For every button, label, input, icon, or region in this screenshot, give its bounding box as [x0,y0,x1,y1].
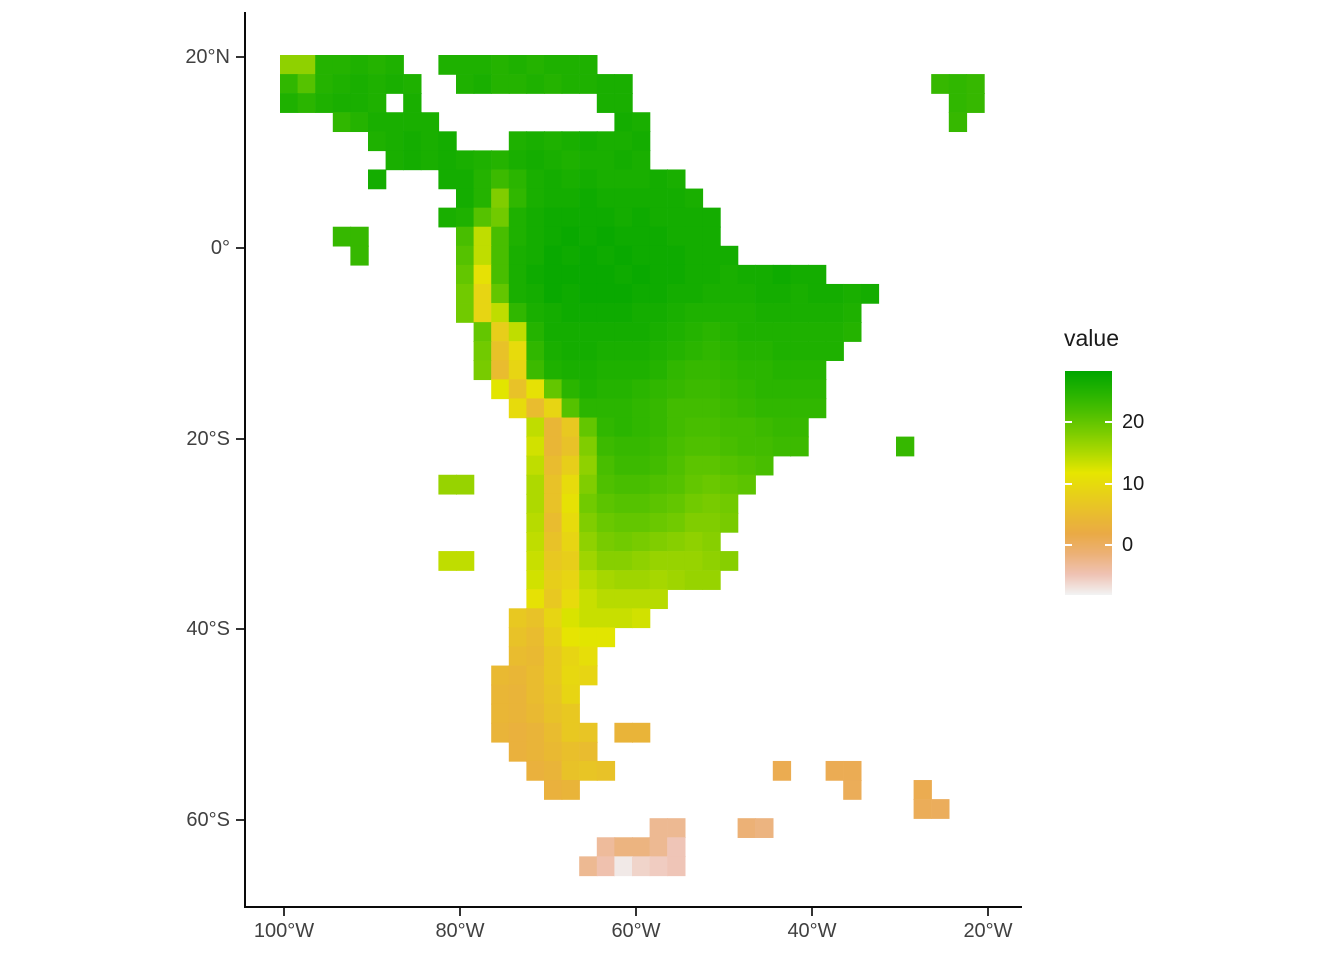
legend-tick-label: 20 [1122,411,1145,434]
x-tick-label: 80°W [435,920,485,942]
legend-tick-label: 10 [1122,472,1145,495]
legend-tick-left [1065,421,1072,424]
y-axis-line [244,12,246,908]
x-tick-mark [283,908,285,916]
y-tick-mark [236,628,244,631]
x-axis-line [244,906,1022,908]
x-tick-mark [811,908,813,916]
y-tick-label: 20°S [186,427,230,450]
legend-title: value [1064,325,1119,351]
y-tick-label: 0° [210,236,230,259]
legend-tick-left [1065,482,1072,485]
y-tick-label: 20°N [185,46,230,68]
x-tick-label: 40°W [787,920,837,942]
y-tick-mark [236,437,244,440]
legend-tick-left [1065,544,1072,547]
legend-tick-label: 0 [1122,534,1134,557]
x-tick-label: 20°W [963,920,1013,942]
legend-tick-right [1105,421,1112,424]
legend-colorbar [1065,371,1112,595]
x-tick-mark [459,908,461,916]
x-tick-mark [987,908,989,916]
y-tick-label: 40°S [186,618,230,641]
y-tick-label: 60°S [186,809,230,832]
x-tick-label: 60°W [611,920,661,942]
y-tick-mark [236,819,244,822]
y-tick-mark [236,56,244,58]
y-tick-mark [236,246,244,249]
x-tick-mark [635,908,637,916]
legend-tick-right [1105,482,1112,485]
legend-tick-right [1105,544,1112,547]
raster-map-canvas [245,12,1023,908]
x-tick-label: 100°W [253,920,315,942]
